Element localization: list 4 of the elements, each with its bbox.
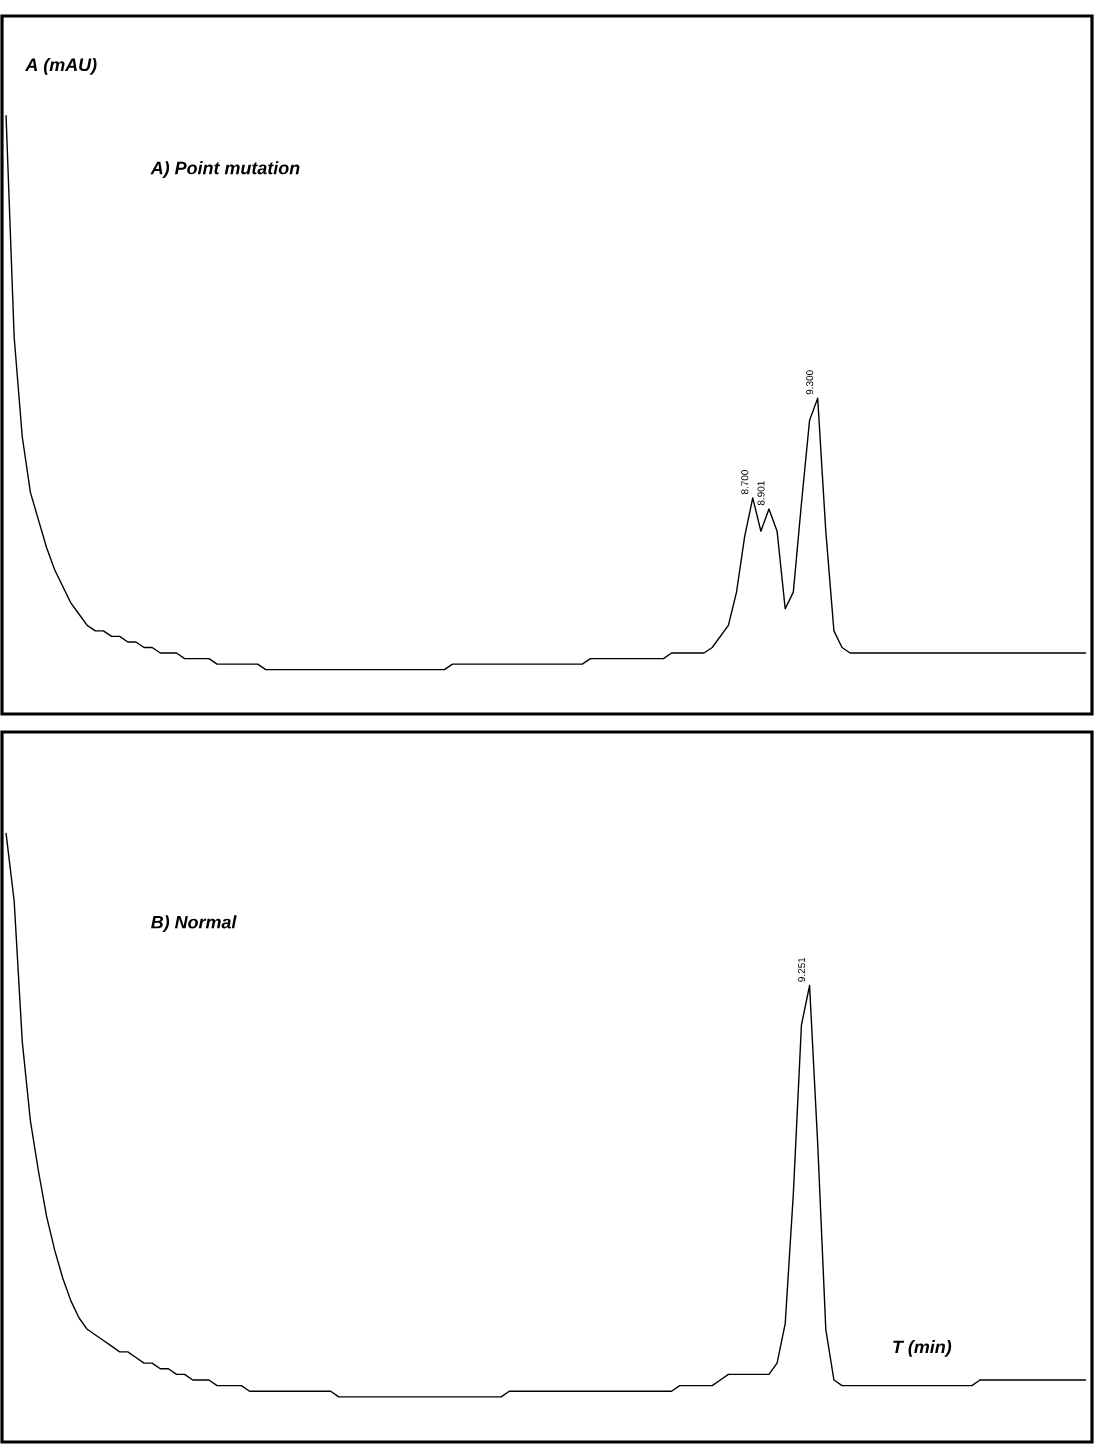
- x-axis-title: T (min): [893, 1340, 952, 1357]
- text: A) Point mutation: [150, 161, 300, 178]
- text: B) Normal: [151, 915, 237, 933]
- y-axis-title: A (mAU): [25, 57, 97, 75]
